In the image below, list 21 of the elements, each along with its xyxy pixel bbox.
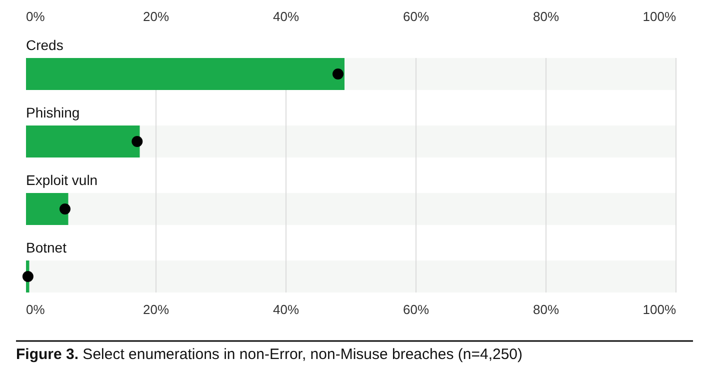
x2-tick-label: 100% [642,302,676,317]
x-tick-label: 20% [142,9,170,24]
x-tick-label: 100% [642,9,676,24]
y-tick-label: Phishing [26,104,80,120]
x2-tick-label: 40% [272,302,300,317]
x-tick-label: 40% [272,9,300,24]
x2-tick-label: 20% [142,302,170,317]
point [132,136,143,147]
y-tick-label: Creds [26,37,64,53]
x-tick-label: 60% [402,9,430,24]
point [60,204,70,214]
text: Figure 3. Select enumerations in non-Error, non-Misuse breaches (n=4,250) [16,346,523,363]
point [332,68,344,80]
point [22,271,34,282]
x-tick-label: 0% [26,9,46,24]
x2-tick-label: 0% [26,302,46,317]
y-tick-label: Exploit vuln [26,172,98,188]
x2-tick-label: 80% [532,302,560,317]
x-tick-label: 80% [532,9,560,24]
x2-tick-label: 60% [402,302,430,317]
y-tick-label: Botnet [26,240,67,256]
